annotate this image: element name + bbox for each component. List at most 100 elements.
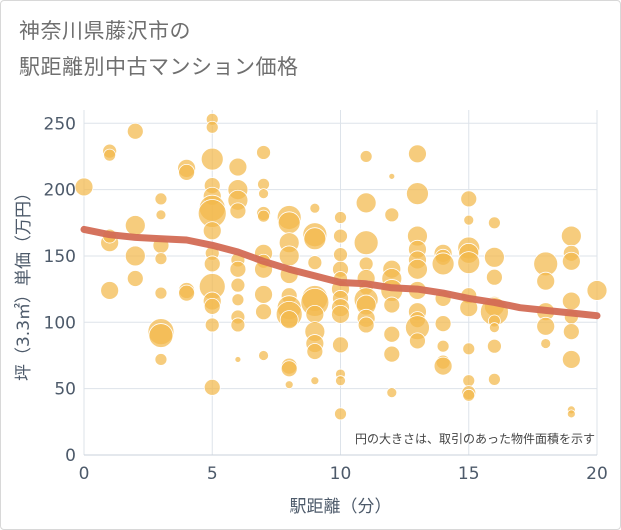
data-point xyxy=(307,255,323,270)
data-point xyxy=(409,332,426,350)
data-point xyxy=(335,375,346,387)
chart-title-line-2: 駅距離別中古マンション価格 xyxy=(19,55,299,79)
data-point xyxy=(154,252,168,266)
data-point xyxy=(203,255,221,273)
data-point xyxy=(74,177,94,197)
x-tick-label: 10 xyxy=(330,464,352,484)
data-point xyxy=(463,214,475,226)
data-point xyxy=(255,303,272,321)
data-point xyxy=(334,407,347,421)
data-point xyxy=(383,296,401,314)
data-point xyxy=(408,144,427,164)
data-point xyxy=(124,215,146,236)
data-point xyxy=(333,228,348,244)
data-point xyxy=(200,147,224,171)
x-tick-label: 15 xyxy=(458,464,480,484)
data-point xyxy=(203,297,221,315)
data-point xyxy=(334,211,347,224)
data-point xyxy=(384,207,400,223)
data-point xyxy=(462,342,476,356)
data-point xyxy=(229,202,247,220)
y-tick-label: 200 xyxy=(44,181,76,201)
data-point xyxy=(310,376,320,386)
data-point xyxy=(562,323,580,340)
chart-title-line-1: 神奈川県藤沢市の xyxy=(19,19,191,43)
data-point xyxy=(154,192,168,206)
data-point xyxy=(178,284,196,302)
data-point xyxy=(305,304,325,324)
bubble-size-note: 円の大きさは、取引のあった物件面積を示す xyxy=(355,431,595,446)
data-point xyxy=(406,182,429,205)
data-point xyxy=(280,360,298,378)
data-point xyxy=(100,281,120,300)
data-point xyxy=(303,227,327,251)
data-point xyxy=(279,310,299,330)
data-point xyxy=(434,315,452,333)
data-point xyxy=(284,380,294,390)
y-tick-label: 50 xyxy=(54,380,76,400)
data-point xyxy=(357,316,375,334)
x-tick-label: 20 xyxy=(586,464,608,484)
data-point xyxy=(488,322,500,334)
data-point xyxy=(486,338,502,354)
data-point xyxy=(460,190,478,208)
data-point xyxy=(386,387,398,399)
data-point xyxy=(230,317,246,333)
data-point xyxy=(126,270,144,287)
data-point xyxy=(359,150,373,163)
data-point xyxy=(462,388,476,402)
data-point xyxy=(333,247,348,263)
data-point xyxy=(155,209,167,221)
data-point xyxy=(383,345,401,363)
data-point xyxy=(457,251,481,274)
data-point xyxy=(126,122,144,140)
data-point xyxy=(540,338,552,349)
data-point xyxy=(154,353,168,366)
y-tick-label: 150 xyxy=(44,247,76,267)
data-point xyxy=(124,245,146,267)
data-point xyxy=(561,291,581,311)
data-point xyxy=(407,258,428,280)
x-axis-label: 駅距離（分） xyxy=(290,497,392,517)
data-point xyxy=(278,245,300,267)
data-point xyxy=(536,271,556,291)
trend-line xyxy=(80,225,601,320)
data-point xyxy=(309,202,321,214)
data-point xyxy=(561,251,581,271)
data-point xyxy=(566,409,576,419)
data-point xyxy=(103,148,117,162)
data-point xyxy=(231,293,245,307)
data-point xyxy=(353,230,379,256)
y-tick-label: 0 xyxy=(65,446,76,466)
data-point xyxy=(355,192,377,214)
data-point xyxy=(358,256,374,272)
y-tick-label: 250 xyxy=(44,114,76,134)
data-point xyxy=(536,316,556,336)
data-point xyxy=(560,225,582,247)
data-point xyxy=(485,268,503,286)
data-point xyxy=(487,372,501,386)
y-axis-label: 坪（3.3㎡）単価（万円） xyxy=(14,184,34,381)
data-point xyxy=(383,325,401,343)
data-point xyxy=(258,188,269,199)
data-point xyxy=(306,343,324,360)
data-point xyxy=(205,120,219,134)
data-point xyxy=(256,145,271,160)
data-point xyxy=(586,280,608,301)
data-point xyxy=(154,286,168,300)
data-point xyxy=(561,350,581,369)
data-point xyxy=(230,277,246,293)
data-point xyxy=(431,252,455,276)
data-point xyxy=(277,211,301,235)
x-tick-label: 0 xyxy=(79,464,90,484)
data-point xyxy=(332,336,349,354)
data-point xyxy=(487,216,501,230)
data-point xyxy=(436,339,450,353)
x-tick-label: 5 xyxy=(207,464,218,484)
data-point xyxy=(258,350,269,361)
bubble-series xyxy=(74,112,608,421)
data-point xyxy=(257,209,270,223)
data-point xyxy=(178,163,196,181)
